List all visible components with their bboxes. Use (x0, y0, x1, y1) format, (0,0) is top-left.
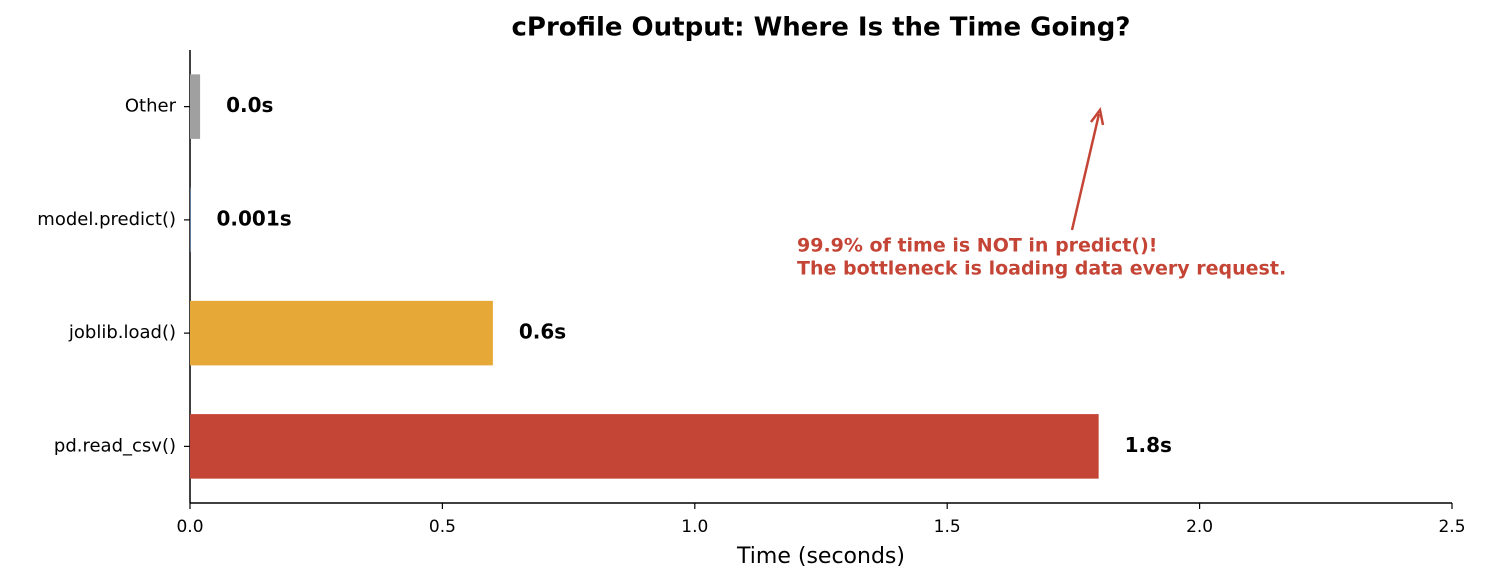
annotation-arrow (1070, 113, 1101, 231)
x-tick-label: 0.0 (176, 517, 203, 537)
bar (190, 74, 201, 139)
bar (190, 187, 191, 253)
value-label: 0.001s (217, 206, 292, 230)
value-label: 1.8s (1125, 433, 1172, 457)
value-label: 0.0s (226, 93, 273, 117)
annotation-text: The bottleneck is loading data every req… (797, 258, 1286, 280)
bar (190, 414, 1099, 479)
x-tick-label: 1.0 (681, 517, 708, 537)
bar (190, 300, 493, 366)
annotation-text: 99.9% of time is NOT in predict()! (797, 235, 1157, 257)
value-label: 0.6s (519, 320, 566, 344)
y-tick-label: joblib.load() (68, 322, 176, 343)
annotation-arrowhead (1090, 107, 1105, 126)
y-tick-label: Other (125, 96, 177, 117)
chart-title: cProfile Output: Where Is the Time Going… (512, 13, 1131, 43)
x-tick-label: 2.5 (1438, 517, 1465, 537)
x-tick-label: 0.5 (429, 517, 456, 537)
x-tick-label: 1.5 (934, 517, 961, 537)
x-tick-label: 2.0 (1186, 517, 1213, 537)
y-tick-label: model.predict() (37, 209, 176, 230)
x-axis-label: Time (seconds) (736, 544, 905, 569)
y-tick-label: pd.read_csv() (54, 435, 176, 456)
